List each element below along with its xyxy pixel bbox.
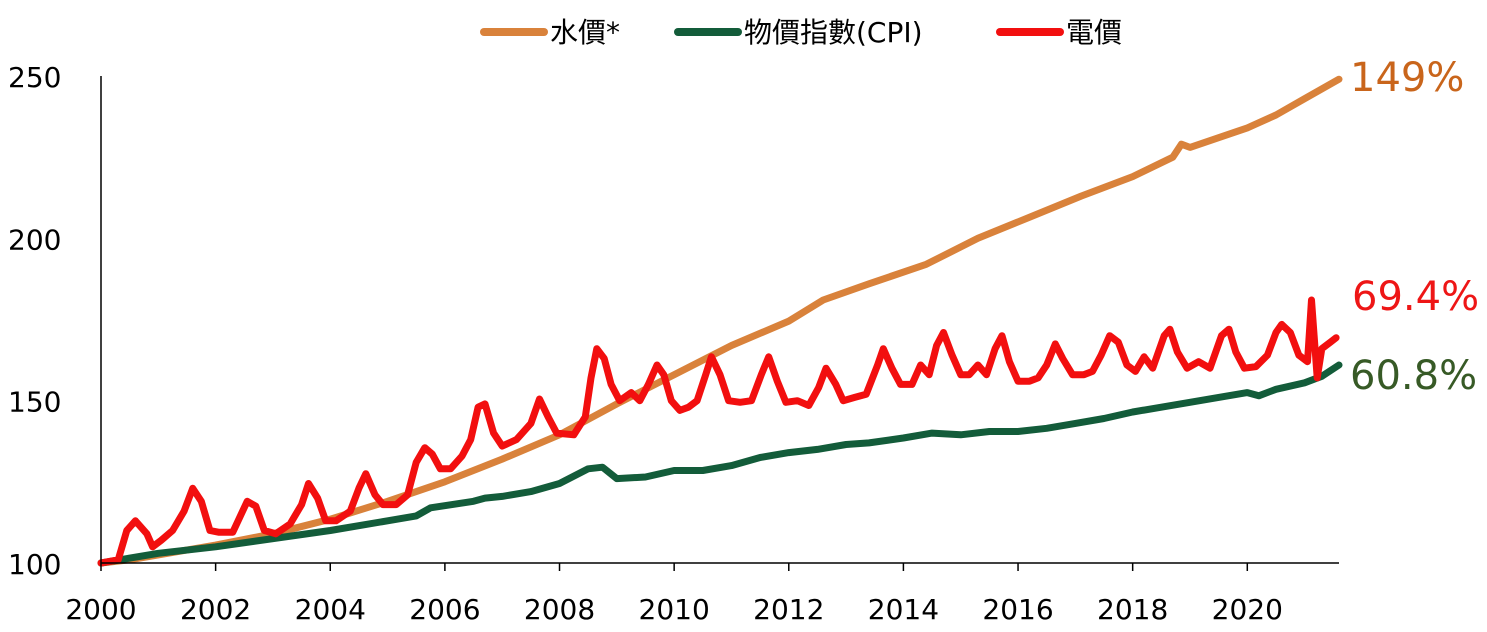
y-tick-label: 100 [8,548,61,581]
series-line-0 [97,75,1343,567]
legend-label-2: 電價 [1066,16,1122,49]
x-tick-label: 2008 [524,593,595,626]
end-label-2: 69.4% [1352,274,1479,320]
x-tick-label: 2000 [65,593,136,626]
chart-legend: 水價* 物價指數(CPI) 電價 [480,16,1122,49]
x-tick-label: 2006 [409,593,480,626]
x-tick-label: 2004 [295,593,366,626]
x-tick-label: 2002 [180,593,251,626]
series-line-1 [97,361,1343,567]
legend-label-0: 水價* [550,16,620,49]
x-tick-label: 2018 [1097,593,1168,626]
y-tick-label: 250 [8,61,61,94]
x-tick-label: 2010 [639,593,710,626]
x-tick-label: 2014 [868,593,939,626]
x-tick-label: 2020 [1212,593,1283,626]
y-tick-label: 200 [8,223,61,256]
end-label-1: 60.8% [1350,353,1477,399]
x-tick-label: 2012 [753,593,824,626]
series-line-2 [97,296,1340,567]
end-label-0: 149% [1350,55,1464,101]
series-lines [97,75,1343,567]
x-tick-label: 2016 [982,593,1053,626]
end-labels: 149% 60.8% 69.4% [1350,55,1479,399]
y-tick-label: 150 [8,386,61,419]
legend-label-1: 物價指數(CPI) [744,16,923,49]
chart-axes: 100 150 200 250 2000 2002 2004 2006 2008 2010 2012… [8,61,1339,626]
